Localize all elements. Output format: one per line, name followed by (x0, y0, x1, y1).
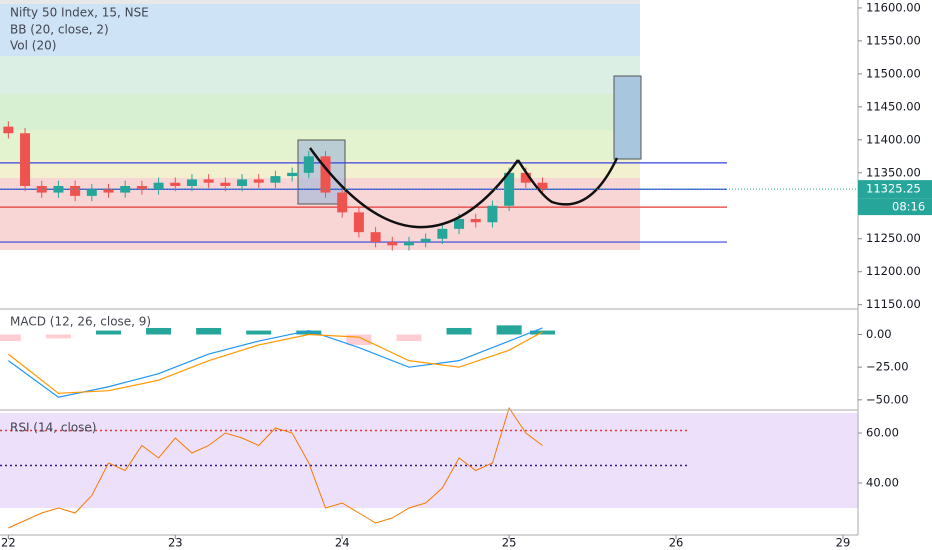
y-tick-label: 11500.00 (866, 66, 921, 80)
indicator-label: MACD (12, 26, close, 9) (10, 315, 151, 329)
last-price-label: 11325.25 (866, 182, 921, 196)
candle-body (136, 185, 147, 190)
y-tick-label: 11450.00 (866, 99, 921, 113)
candle-body (186, 179, 197, 186)
candle-body (120, 185, 131, 193)
candle-body (370, 232, 381, 243)
candle-body (387, 242, 398, 246)
fib-band (0, 94, 640, 130)
y-tick-label: 11550.00 (866, 33, 921, 47)
x-tick-label: 29 (836, 536, 851, 550)
candle-body (353, 212, 364, 233)
histogram-bar (196, 327, 222, 335)
y-tick-label: −50.00 (866, 392, 909, 406)
candle-body (86, 189, 97, 196)
candle-body (253, 179, 264, 183)
candle-body (103, 189, 114, 193)
fib-band (0, 0, 640, 4)
candle-body (437, 228, 448, 239)
x-tick-label: 26 (669, 536, 684, 550)
fib-band (0, 4, 640, 56)
y-tick-label: 11250.00 (866, 231, 921, 245)
fib-band (0, 56, 640, 94)
indicator-label: RSI (14, close) (10, 421, 96, 435)
candle-body (303, 156, 314, 173)
candle-body (504, 172, 515, 206)
countdown-box (858, 198, 932, 216)
candle-body (420, 238, 431, 243)
candle-body (454, 218, 465, 229)
box-shape (613, 75, 642, 160)
candle-body (470, 218, 481, 223)
countdown-label: 08:16 (892, 200, 925, 214)
histogram-bar (246, 330, 272, 335)
chart-title: Nifty 50 Index, 15, NSE (10, 6, 149, 20)
histogram-bar (346, 334, 372, 345)
candle-body (3, 126, 14, 134)
indicator-label: BB (20, close, 2) (10, 23, 109, 37)
y-tick-label: 11350.00 (866, 165, 921, 179)
x-tick-label: 24 (335, 536, 350, 550)
candle-body (403, 242, 414, 246)
signal-line (7, 331, 543, 394)
candle-body (337, 192, 348, 213)
candle-body (520, 172, 531, 183)
y-tick-label: 0.00 (866, 327, 892, 341)
y-tick-label: 60.00 (866, 426, 899, 440)
y-tick-label: −25.00 (866, 360, 909, 374)
histogram-bar (0, 334, 21, 342)
last-price-box (858, 180, 932, 199)
candle-body (70, 185, 81, 196)
y-tick-label: 11200.00 (866, 264, 921, 278)
macd-line (7, 327, 543, 398)
candle-body (487, 205, 498, 223)
candle-body (237, 179, 248, 186)
candle-body (270, 176, 281, 183)
histogram-bar (396, 334, 422, 342)
x-tick-label: 22 (1, 536, 16, 550)
histogram-bar (146, 327, 172, 335)
rsi-line (8, 406, 543, 529)
candle-body (170, 182, 181, 186)
candle-body (20, 133, 31, 186)
y-tick-label: 11400.00 (866, 132, 921, 146)
fib-bands (0, 0, 858, 508)
candle-body (153, 182, 164, 190)
histogram-bar (296, 330, 322, 335)
histogram-bar (496, 325, 522, 335)
x-tick-label: 25 (502, 536, 517, 550)
y-tick-label: 11600.00 (866, 0, 921, 14)
histogram-bar (45, 334, 71, 339)
candle-body (36, 185, 47, 193)
candle-body (220, 182, 231, 186)
candle-body (320, 156, 331, 193)
cup-shape (308, 147, 619, 229)
rsi-band (0, 413, 858, 508)
y-tick-label: 11150.00 (866, 297, 921, 311)
candle-body (537, 182, 548, 190)
candle-body (203, 179, 214, 183)
y-tick-label: 40.00 (866, 476, 899, 490)
candle-body (53, 185, 64, 193)
indicator-label: Vol (20) (10, 39, 56, 53)
histogram-bar (446, 327, 472, 335)
x-tick-label: 23 (168, 536, 183, 550)
histogram-bar (95, 330, 122, 335)
candle-body (287, 172, 298, 177)
